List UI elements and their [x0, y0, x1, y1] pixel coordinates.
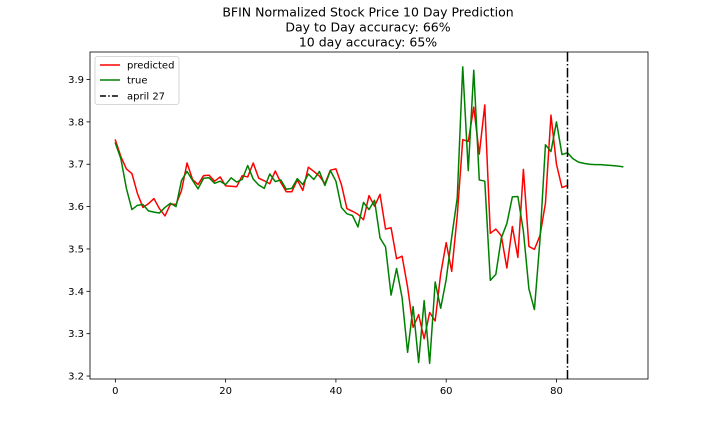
x-tick-label: 40	[330, 386, 343, 397]
plot-area	[114, 52, 624, 379]
title-line-2: Day to Day accuracy: 66%	[285, 20, 450, 35]
y-tick-label: 3.9	[68, 75, 84, 86]
legend-box	[94, 56, 180, 105]
x-tick-label: 0	[112, 386, 118, 397]
y-tick-label: 3.4	[68, 287, 84, 298]
y-tick-label: 3.8	[68, 117, 84, 128]
title-line-1: BFIN Normalized Stock Price 10 Day Predi…	[222, 5, 513, 20]
x-tick-label: 80	[550, 386, 563, 397]
chart-title: BFIN Normalized Stock Price 10 Day Predi…	[222, 5, 513, 50]
legend-label-april-27: april 27	[127, 92, 165, 103]
x-tick-label: 20	[219, 386, 232, 397]
y-tick-label: 3.6	[68, 202, 84, 213]
series-line-true	[114, 66, 624, 365]
y-tick-label: 3.5	[68, 244, 84, 255]
title-line-3: 10 day accuracy: 65%	[299, 35, 437, 50]
y-tick-label: 3.7	[68, 160, 84, 171]
legend-label-true: true	[127, 76, 148, 87]
x-axis-ticks: 0 20 40 60 80	[112, 379, 563, 397]
y-axis-ticks: 3.2 3.3 3.4 3.5 3.6 3.7 3.8 3.9	[68, 75, 90, 383]
y-tick-label: 3.2	[68, 372, 84, 383]
axes-frame	[89, 51, 649, 380]
legend: predicted true april 27	[94, 56, 180, 105]
x-tick-label: 60	[440, 386, 453, 397]
legend-label-predicted: predicted	[127, 61, 174, 72]
y-tick-label: 3.3	[68, 329, 84, 340]
series-line-predicted	[114, 104, 569, 340]
